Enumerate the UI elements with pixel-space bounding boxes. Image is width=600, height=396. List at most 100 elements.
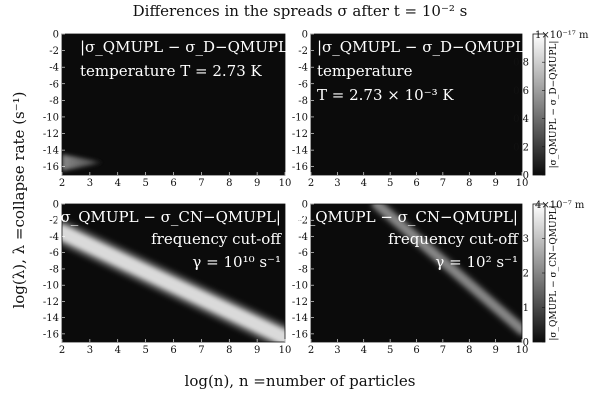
y-tick-label: -4 <box>49 232 59 243</box>
x-axis-label: log(n), n =number of particles <box>185 372 416 390</box>
y-tick-label: -14 <box>43 313 59 324</box>
y-tick-label: -2 <box>49 216 59 227</box>
chart-title: Differences in the spreads σ after t = 1… <box>133 2 468 20</box>
x-tick-label: 10 <box>516 178 529 189</box>
x-tick-label: 6 <box>170 345 176 356</box>
blob-region <box>62 154 104 171</box>
y-tick-label: -10 <box>43 112 59 123</box>
panel-annotation: temperature <box>317 62 413 80</box>
y-tick-label: -10 <box>292 112 308 123</box>
x-tick-label: 4 <box>115 345 121 356</box>
panel-annotation: T = 2.73 × 10⁻³ K <box>317 86 454 104</box>
colorbar-top: 0.8 0.6 0.4 0.2 0 1×10⁻¹⁷ m|σ_QMUPL − σ_D−QMU… <box>513 30 589 182</box>
x-tick-label: 10 <box>279 178 292 189</box>
y-tick-label: -10 <box>292 281 308 292</box>
x-tick-label: 3 <box>87 178 93 189</box>
x-tick-label: 2 <box>308 345 314 356</box>
x-tick-label: 3 <box>87 345 93 356</box>
y-tick-label: -4 <box>298 232 308 243</box>
colorbar-bottom: 3 2 1 0 4×10⁻⁷ m|σ_QMUPL − σ_CN−QMUPL| <box>523 200 585 349</box>
y-tick-label: -6 <box>49 248 59 259</box>
x-tick-label: 2 <box>308 178 314 189</box>
y-tick-label: -8 <box>49 96 59 107</box>
x-tick-label: 9 <box>254 345 260 356</box>
x-tick-label: 5 <box>387 178 393 189</box>
colorbar-tick-label: 3 <box>523 234 529 245</box>
x-tick-label: 8 <box>226 345 232 356</box>
x-tick-label: 7 <box>440 178 446 189</box>
panel-annotation: γ = 10¹⁰ s⁻¹ <box>192 253 281 271</box>
x-tick-label: 8 <box>466 178 472 189</box>
x-tick-label: 6 <box>170 178 176 189</box>
x-tick-label: 8 <box>466 345 472 356</box>
panel-annotation: |σ_QMUPL − σ_D−QMUPL| <box>317 38 530 56</box>
x-tick-label: 5 <box>387 345 393 356</box>
panel-background <box>311 34 522 175</box>
colorbar-label: |σ_QMUPL − σ_CN−QMUPL| <box>549 205 559 340</box>
y-tick-label: -12 <box>43 297 59 308</box>
panel-top-left: 2 3 4 5 6 7 8 9 10 0 -2 -4 -6 -8 -10 -12 -14 -16 |σ_QMUPL … <box>43 30 293 190</box>
colorbar-tick-label: 0.2 <box>513 142 529 153</box>
panel-annotation: γ = 10² s⁻¹ <box>435 253 518 271</box>
colorbar-tick-label: 0.6 <box>513 86 529 97</box>
x-tick-label: 3 <box>334 345 340 356</box>
colorbar-max-label: 1×10⁻¹⁷ m <box>535 30 589 41</box>
y-tick-label: -12 <box>292 129 308 140</box>
y-tick-label: -2 <box>298 216 308 227</box>
y-tick-label: -8 <box>298 264 308 275</box>
y-tick-label: -6 <box>49 79 59 90</box>
y-tick-label: -4 <box>49 63 59 74</box>
colorbar-gradient <box>532 33 546 176</box>
x-tick-label: 10 <box>279 345 292 356</box>
x-tick-label: 7 <box>198 345 204 356</box>
y-tick-label: -2 <box>298 46 308 57</box>
y-tick-label: -14 <box>43 146 59 157</box>
panel-annotation: frequency cut-off <box>388 230 519 248</box>
panel-background <box>62 34 285 175</box>
y-tick-label: -16 <box>43 329 59 340</box>
y-tick-label: 0 <box>53 30 59 41</box>
panel-annotation: |σ_QMUPL − σ_D−QMUPL| <box>80 38 293 56</box>
y-tick-label: -16 <box>292 162 308 173</box>
panel-top-right: 2 3 4 5 6 7 8 9 100-2-4-6-8-10-12-14-16|σ_QMUPL … <box>292 30 530 190</box>
panel-annotation: frequency cut-off <box>151 230 282 248</box>
x-tick-label: 9 <box>492 178 498 189</box>
x-tick-label: 6 <box>413 178 419 189</box>
y-tick-label: -10 <box>43 281 59 292</box>
x-tick-label: 2 <box>59 178 65 189</box>
x-tick-label: 4 <box>361 345 367 356</box>
colorbar-tick-label: 0.4 <box>513 114 529 125</box>
x-tick-label: 4 <box>361 178 367 189</box>
y-axis-label: log(λ), λ =collapse rate (s⁻¹) <box>10 91 28 308</box>
colorbar-tick-label: 1 <box>523 303 529 314</box>
colorbar-tick-label: 0 <box>523 338 529 349</box>
x-tick-label: 7 <box>440 345 446 356</box>
panel-annotation: temperature T = 2.73 K <box>80 62 263 80</box>
panel-annotation: |σ_QMUPL − σ_CN−QMUPL| <box>55 208 281 226</box>
y-tick-label: -14 <box>292 146 308 157</box>
x-tick-label: 9 <box>492 345 498 356</box>
band-core <box>372 204 522 334</box>
band-core <box>62 225 285 342</box>
y-tick-label: -12 <box>292 297 308 308</box>
y-tick-label: 0 <box>53 200 59 211</box>
y-tick-label: -6 <box>298 79 308 90</box>
x-tick-label: 6 <box>413 345 419 356</box>
y-tick-label: -4 <box>298 63 308 74</box>
y-tick-label: -14 <box>292 313 308 324</box>
y-tick-label: -8 <box>298 96 308 107</box>
x-tick-label: 7 <box>198 178 204 189</box>
colorbar-max-label: 4×10⁻⁷ m <box>535 200 585 211</box>
x-tick-label: 9 <box>254 178 260 189</box>
x-tick-label: 8 <box>226 178 232 189</box>
y-tick-label: 0 <box>302 30 308 41</box>
y-tick-label: -6 <box>298 248 308 259</box>
x-tick-label: 2 <box>59 345 65 356</box>
panel-background <box>311 204 522 342</box>
x-tick-label: 5 <box>142 345 148 356</box>
y-tick-label: -2 <box>49 46 59 57</box>
x-tick-label: 4 <box>115 178 121 189</box>
x-tick-label: 3 <box>334 178 340 189</box>
colorbar-tick-label: 0 <box>523 171 529 182</box>
